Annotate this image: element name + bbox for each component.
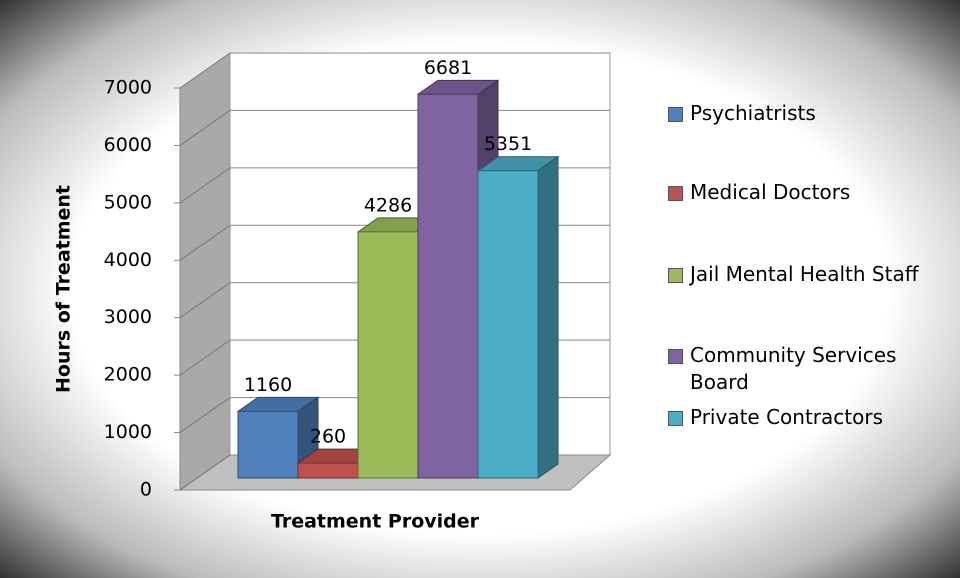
x-axis-title: Treatment Provider	[271, 511, 480, 533]
y-tick-label: 0	[140, 479, 152, 501]
legend-label: Private Contractors	[690, 405, 883, 429]
grid-line	[179, 454, 231, 491]
y-tick-label: 7000	[104, 77, 152, 99]
legend-swatch	[668, 107, 683, 122]
bar	[357, 231, 419, 479]
legend-swatch	[668, 268, 683, 283]
legend-label: Medical Doctors	[690, 180, 851, 204]
legend-item: Private Contractors	[668, 404, 938, 431]
legend-label: Psychiatrists	[690, 101, 816, 125]
legend-label: Community Services Board	[690, 343, 897, 394]
data-label: 1160	[244, 374, 292, 396]
legend-item: Medical Doctors	[668, 179, 938, 206]
bar	[477, 170, 539, 479]
y-tick-label: 2000	[104, 364, 152, 386]
grid-line	[179, 339, 231, 376]
data-label: 4286	[364, 194, 412, 216]
side-wall	[180, 53, 230, 490]
legend-item: Jail Mental Health Staff	[668, 261, 938, 288]
bar	[297, 462, 359, 479]
legend-item: Psychiatrists	[668, 100, 938, 127]
y-tick-label: 1000	[104, 421, 152, 443]
legend: Psychiatrists Medical Doctors Jail Mental …	[668, 100, 938, 431]
grid-line	[179, 224, 231, 261]
bar-side	[537, 155, 559, 479]
grid-line	[179, 397, 231, 433]
grid-line	[179, 52, 231, 89]
bar	[237, 410, 299, 479]
legend-swatch	[668, 411, 683, 426]
y-tick-label: 6000	[104, 134, 152, 156]
data-label: 5351	[484, 133, 532, 155]
legend-label: Jail Mental Health Staff	[690, 262, 919, 286]
data-label: 6681	[424, 57, 472, 79]
legend-item: Community Services Board	[668, 342, 938, 396]
y-axis-title: Hours of Treatment	[53, 185, 75, 393]
legend-swatch	[668, 349, 683, 364]
grid-line	[179, 167, 231, 204]
y-tick-label: 4000	[104, 249, 152, 271]
y-tick-label: 3000	[104, 306, 152, 328]
grid-line	[179, 282, 231, 319]
legend-swatch	[668, 186, 683, 201]
y-tick-label: 5000	[104, 191, 152, 213]
data-label: 260	[310, 426, 346, 448]
bar	[417, 93, 479, 479]
grid-line	[179, 110, 231, 146]
